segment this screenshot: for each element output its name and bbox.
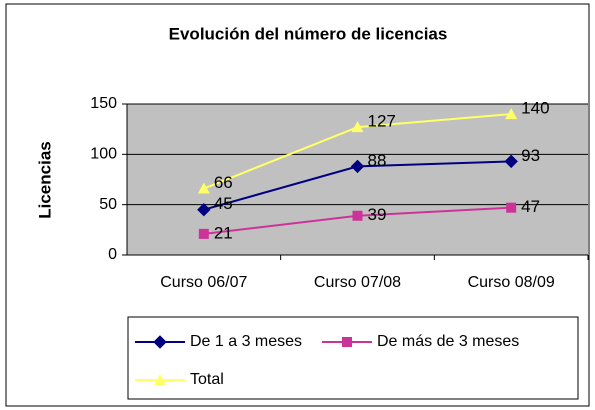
data-label: 93 bbox=[521, 146, 540, 165]
data-label: 21 bbox=[214, 223, 233, 242]
legend-label: De más de 3 meses bbox=[377, 333, 519, 350]
marker bbox=[342, 337, 352, 347]
data-label: 39 bbox=[368, 205, 387, 224]
y-tick-label: 50 bbox=[99, 196, 117, 213]
marker bbox=[505, 108, 518, 120]
x-tick-label: Curso 06/07 bbox=[160, 274, 247, 291]
legend-label: Total bbox=[190, 371, 224, 388]
marker bbox=[197, 182, 210, 194]
data-label: 140 bbox=[521, 99, 549, 118]
marker bbox=[351, 121, 364, 133]
data-label: 47 bbox=[521, 197, 540, 216]
marker bbox=[198, 228, 209, 239]
data-label: 88 bbox=[368, 151, 387, 170]
legend-label: De 1 a 3 meses bbox=[190, 333, 302, 350]
data-label: 45 bbox=[214, 194, 233, 213]
marker bbox=[352, 210, 363, 221]
marker bbox=[506, 202, 517, 213]
marker bbox=[350, 159, 365, 174]
legend bbox=[127, 316, 579, 400]
data-label: 66 bbox=[214, 173, 233, 192]
x-tick-label: Curso 08/09 bbox=[468, 274, 555, 291]
y-axis-label: Licencias bbox=[35, 141, 54, 219]
x-tick-label: Curso 07/08 bbox=[314, 274, 401, 291]
y-tick-label: 150 bbox=[90, 95, 117, 112]
y-tick-label: 100 bbox=[90, 146, 117, 163]
data-label: 127 bbox=[368, 112, 396, 131]
marker bbox=[153, 335, 167, 349]
chart-title: Evolución del número de licencias bbox=[169, 24, 448, 43]
marker bbox=[504, 154, 518, 169]
marker bbox=[154, 374, 166, 385]
y-tick-label: 0 bbox=[108, 246, 117, 263]
marker bbox=[197, 202, 211, 217]
